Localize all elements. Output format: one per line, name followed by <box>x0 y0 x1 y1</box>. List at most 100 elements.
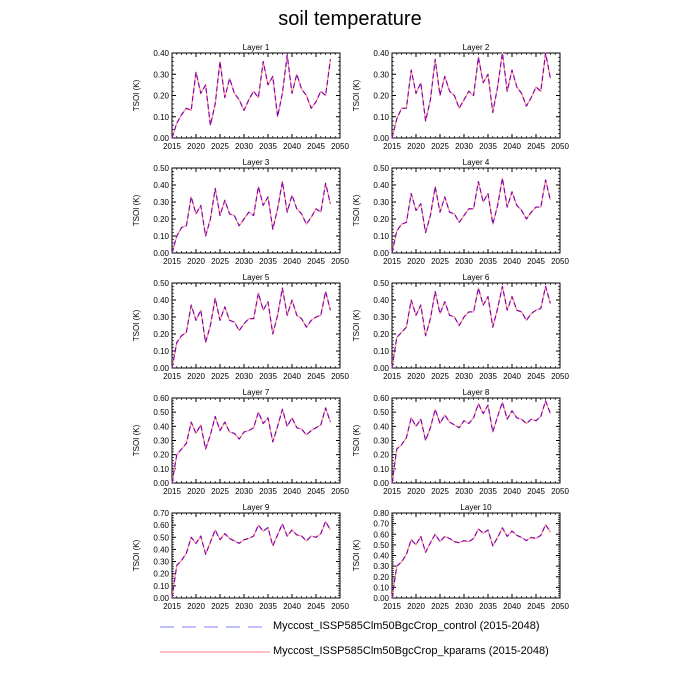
y-tick-label: 0.40 <box>373 296 389 305</box>
panel-title: Layer 10 <box>460 503 492 512</box>
y-axis-label: TSOI (K) <box>352 194 361 226</box>
series-line-kparams <box>171 287 332 369</box>
x-tick-label: 2015 <box>163 372 181 381</box>
y-tick-label: 0.80 <box>373 509 389 518</box>
x-tick-label: 2030 <box>455 372 473 381</box>
x-tick-label: 2030 <box>235 372 253 381</box>
panel-title: Layer 5 <box>243 273 270 282</box>
x-tick-label: 2030 <box>235 142 253 151</box>
panel-frame <box>171 282 341 369</box>
y-tick-label: 0.40 <box>153 422 169 431</box>
x-tick-label: 2040 <box>503 602 521 611</box>
x-tick-label: 2030 <box>455 257 473 266</box>
y-axis-label: TSOI (K) <box>352 79 361 111</box>
y-tick-label: 0.10 <box>373 232 389 241</box>
x-tick-label: 2045 <box>527 142 545 151</box>
y-tick-label: 0.70 <box>153 509 169 518</box>
panel-7: Layer 7 0.00 0.10 0.20 0.30 0.40 0.50 0.60 2015 2… <box>132 388 349 496</box>
x-tick-label: 2040 <box>283 257 301 266</box>
x-tick-label: 2015 <box>383 257 401 266</box>
y-tick-label: 0.40 <box>153 296 169 305</box>
y-tick-label: 0.10 <box>373 347 389 356</box>
y-tick-label: 0.20 <box>153 92 169 101</box>
x-tick-label: 2040 <box>503 487 521 496</box>
x-tick-label: 2045 <box>527 372 545 381</box>
y-tick-label: 0.40 <box>153 181 169 190</box>
y-tick-label: 0.20 <box>153 215 169 224</box>
y-tick-label: 0.70 <box>373 520 389 529</box>
x-tick-label: 2025 <box>211 372 229 381</box>
x-tick-label: 2050 <box>331 372 349 381</box>
y-tick-label: 0.00 <box>373 134 389 143</box>
x-tick-label: 2050 <box>551 257 569 266</box>
x-tick-label: 2015 <box>383 602 401 611</box>
x-tick-label: 2020 <box>407 372 425 381</box>
panel-1: Layer 1 0.00 0.10 0.20 0.30 0.40 2015 2020 2025 2… <box>132 43 349 151</box>
series-line-kparams <box>391 52 552 139</box>
y-tick-label: 0.30 <box>153 70 169 79</box>
x-tick-label: 2025 <box>431 142 449 151</box>
x-tick-label: 2035 <box>479 602 497 611</box>
y-tick-label: 0.00 <box>153 479 169 488</box>
legend-swatch-dashed-icon <box>160 626 270 628</box>
x-tick-label: 2050 <box>551 602 569 611</box>
y-axis-label: TSOI (K) <box>352 539 361 571</box>
x-tick-label: 2025 <box>211 487 229 496</box>
y-tick-label: 0.10 <box>153 465 169 474</box>
x-tick-label: 2025 <box>431 372 449 381</box>
y-tick-label: 0.00 <box>153 364 169 373</box>
panel-title: Layer 9 <box>243 503 270 512</box>
y-tick-label: 0.10 <box>373 583 389 592</box>
y-tick-label: 0.50 <box>373 279 389 288</box>
x-tick-label: 2030 <box>235 257 253 266</box>
y-tick-label: 0.50 <box>373 408 389 417</box>
x-tick-label: 2020 <box>187 602 205 611</box>
y-tick-label: 0.30 <box>373 198 389 207</box>
panel-frame <box>171 397 341 484</box>
y-tick-label: 0.50 <box>153 279 169 288</box>
x-tick-label: 2030 <box>235 602 253 611</box>
y-tick-label: 0.30 <box>373 437 389 446</box>
y-tick-label: 0.10 <box>153 113 169 122</box>
panel-title: Layer 8 <box>463 388 490 397</box>
y-tick-label: 0.20 <box>373 330 389 339</box>
series-line-kparams <box>391 177 552 254</box>
x-tick-label: 2050 <box>551 142 569 151</box>
y-tick-label: 0.20 <box>373 215 389 224</box>
x-tick-label: 2050 <box>331 257 349 266</box>
x-tick-label: 2020 <box>407 602 425 611</box>
y-tick-label: 0.00 <box>373 249 389 258</box>
x-tick-label: 2025 <box>211 602 229 611</box>
panel-2: Layer 2 0.00 0.10 0.20 0.30 0.40 2015 2020 2025 2… <box>352 43 569 151</box>
x-tick-label: 2040 <box>283 142 301 151</box>
x-tick-label: 2035 <box>259 602 277 611</box>
x-tick-label: 2035 <box>479 487 497 496</box>
series-line-control <box>391 52 551 139</box>
y-tick-label: 0.40 <box>373 49 389 58</box>
x-tick-label: 2025 <box>431 602 449 611</box>
y-tick-label: 0.20 <box>373 92 389 101</box>
x-tick-label: 2050 <box>331 487 349 496</box>
panel-frame <box>391 167 561 254</box>
y-tick-label: 0.20 <box>153 451 169 460</box>
series-line-kparams <box>171 180 332 254</box>
series-line-kparams <box>391 524 551 599</box>
y-axis-label: TSOI (K) <box>132 424 141 456</box>
x-tick-label: 2020 <box>187 142 205 151</box>
x-tick-label: 2035 <box>259 487 277 496</box>
panel-4: Layer 4 0.00 0.10 0.20 0.30 0.40 0.50 2015 2020 2… <box>352 158 569 266</box>
x-tick-label: 2045 <box>307 372 325 381</box>
panel-title: Layer 4 <box>463 158 490 167</box>
chart-title: soil temperature <box>278 8 422 30</box>
x-tick-label: 2035 <box>479 142 497 151</box>
series-line-control <box>171 520 331 599</box>
panel-title: Layer 2 <box>463 43 490 52</box>
y-tick-label: 0.50 <box>153 533 169 542</box>
legend-label-control: Myccost_ISSP585Clm50BgcCrop_control (201… <box>273 620 540 632</box>
y-tick-label: 0.20 <box>373 573 389 582</box>
x-tick-label: 2015 <box>163 142 181 151</box>
series-line-kparams <box>171 407 332 484</box>
y-tick-label: 0.20 <box>373 451 389 460</box>
x-tick-label: 2015 <box>383 487 401 496</box>
x-tick-label: 2040 <box>283 602 301 611</box>
